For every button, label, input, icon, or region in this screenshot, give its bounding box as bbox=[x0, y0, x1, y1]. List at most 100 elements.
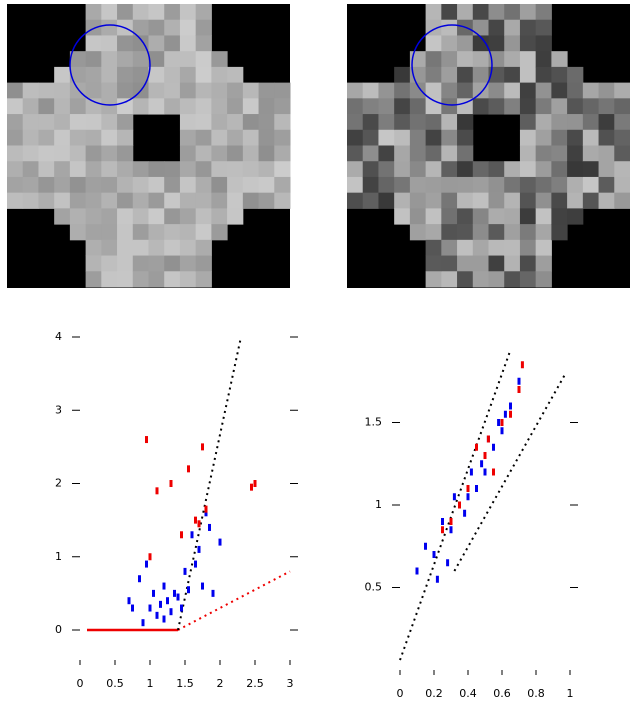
pixel bbox=[101, 239, 118, 257]
x-tick-label: 1.5 bbox=[176, 677, 194, 690]
pixel bbox=[347, 114, 364, 131]
pixel bbox=[85, 51, 102, 68]
pixel bbox=[195, 192, 212, 209]
pixel bbox=[179, 161, 197, 178]
pixel bbox=[7, 192, 24, 209]
pixel bbox=[598, 82, 615, 99]
pixel bbox=[457, 255, 474, 272]
x-tick-label: 0.6 bbox=[493, 687, 511, 700]
pixel bbox=[117, 114, 134, 131]
pixel bbox=[179, 82, 197, 99]
pixel bbox=[504, 161, 521, 178]
pixel bbox=[519, 255, 537, 272]
pixel bbox=[425, 271, 442, 288]
pixel bbox=[472, 35, 489, 52]
pixel bbox=[274, 114, 291, 131]
pixel bbox=[54, 192, 71, 209]
y-tick-label: 0.5 bbox=[365, 581, 383, 594]
pixel bbox=[195, 176, 212, 194]
point bbox=[475, 485, 478, 492]
pixel bbox=[211, 161, 228, 178]
pixel bbox=[148, 239, 165, 257]
point bbox=[520, 361, 524, 369]
pixel bbox=[394, 114, 411, 131]
x-tick-label: 0.8 bbox=[527, 687, 545, 700]
pixel bbox=[394, 192, 411, 209]
pixel bbox=[519, 129, 537, 146]
pixel bbox=[211, 51, 228, 68]
pixel bbox=[69, 161, 87, 178]
pixel bbox=[488, 19, 505, 36]
x-tick-label: 0.5 bbox=[106, 677, 124, 690]
point bbox=[187, 465, 190, 473]
pixel bbox=[7, 98, 24, 115]
pixel bbox=[519, 98, 537, 115]
pixel bbox=[519, 145, 537, 162]
pixel bbox=[164, 192, 181, 209]
point bbox=[449, 518, 453, 525]
pixel bbox=[227, 82, 244, 99]
pixel bbox=[117, 224, 134, 241]
pixel bbox=[7, 82, 24, 99]
pixel bbox=[409, 208, 427, 225]
pixel bbox=[425, 161, 442, 178]
pixel bbox=[441, 224, 458, 241]
pixel bbox=[211, 192, 228, 209]
pixel bbox=[164, 255, 181, 272]
pixel bbox=[258, 176, 275, 194]
pixel bbox=[504, 98, 521, 115]
pixel bbox=[504, 51, 521, 68]
pixel bbox=[117, 98, 134, 115]
pixel bbox=[148, 208, 165, 225]
point bbox=[446, 559, 450, 567]
pixel bbox=[425, 51, 442, 68]
y-tick-label: 0 bbox=[55, 623, 62, 636]
pixel bbox=[535, 192, 552, 209]
pixel bbox=[504, 19, 521, 36]
point bbox=[180, 531, 183, 539]
pixel bbox=[38, 192, 55, 209]
pixel bbox=[425, 4, 442, 21]
pixel bbox=[472, 4, 489, 21]
pixel bbox=[195, 224, 212, 241]
pixel bbox=[85, 35, 102, 52]
pixel bbox=[101, 98, 118, 115]
pixel bbox=[117, 66, 134, 84]
pixel bbox=[22, 176, 39, 194]
point bbox=[127, 597, 131, 605]
pixel bbox=[85, 239, 102, 257]
pixel bbox=[425, 82, 442, 99]
pixel bbox=[551, 176, 568, 194]
point bbox=[497, 419, 501, 426]
pixel bbox=[488, 35, 505, 52]
pixel bbox=[472, 271, 489, 288]
pixel bbox=[457, 176, 474, 194]
x-tick-label: 1 bbox=[567, 687, 574, 700]
pixel bbox=[38, 82, 55, 99]
point bbox=[197, 545, 201, 553]
pixel bbox=[38, 145, 55, 162]
pixel bbox=[582, 192, 600, 209]
pixel bbox=[54, 176, 71, 194]
pixel bbox=[132, 255, 149, 272]
pixel bbox=[409, 82, 427, 99]
pixel bbox=[441, 98, 458, 115]
pixel bbox=[488, 271, 505, 288]
pixel bbox=[85, 145, 102, 162]
pixel bbox=[101, 224, 118, 241]
point bbox=[253, 480, 257, 487]
pixel bbox=[179, 129, 197, 146]
pixel bbox=[148, 51, 165, 68]
pixel bbox=[598, 161, 615, 178]
pixel bbox=[132, 161, 149, 178]
pixel bbox=[227, 208, 244, 225]
pixel bbox=[258, 145, 275, 162]
point bbox=[432, 551, 436, 558]
point bbox=[208, 523, 211, 531]
pixel bbox=[457, 98, 474, 115]
pixel bbox=[457, 239, 474, 257]
pixel bbox=[362, 145, 379, 162]
pixel bbox=[179, 35, 197, 52]
pixel bbox=[164, 224, 181, 241]
pixel bbox=[567, 82, 584, 99]
